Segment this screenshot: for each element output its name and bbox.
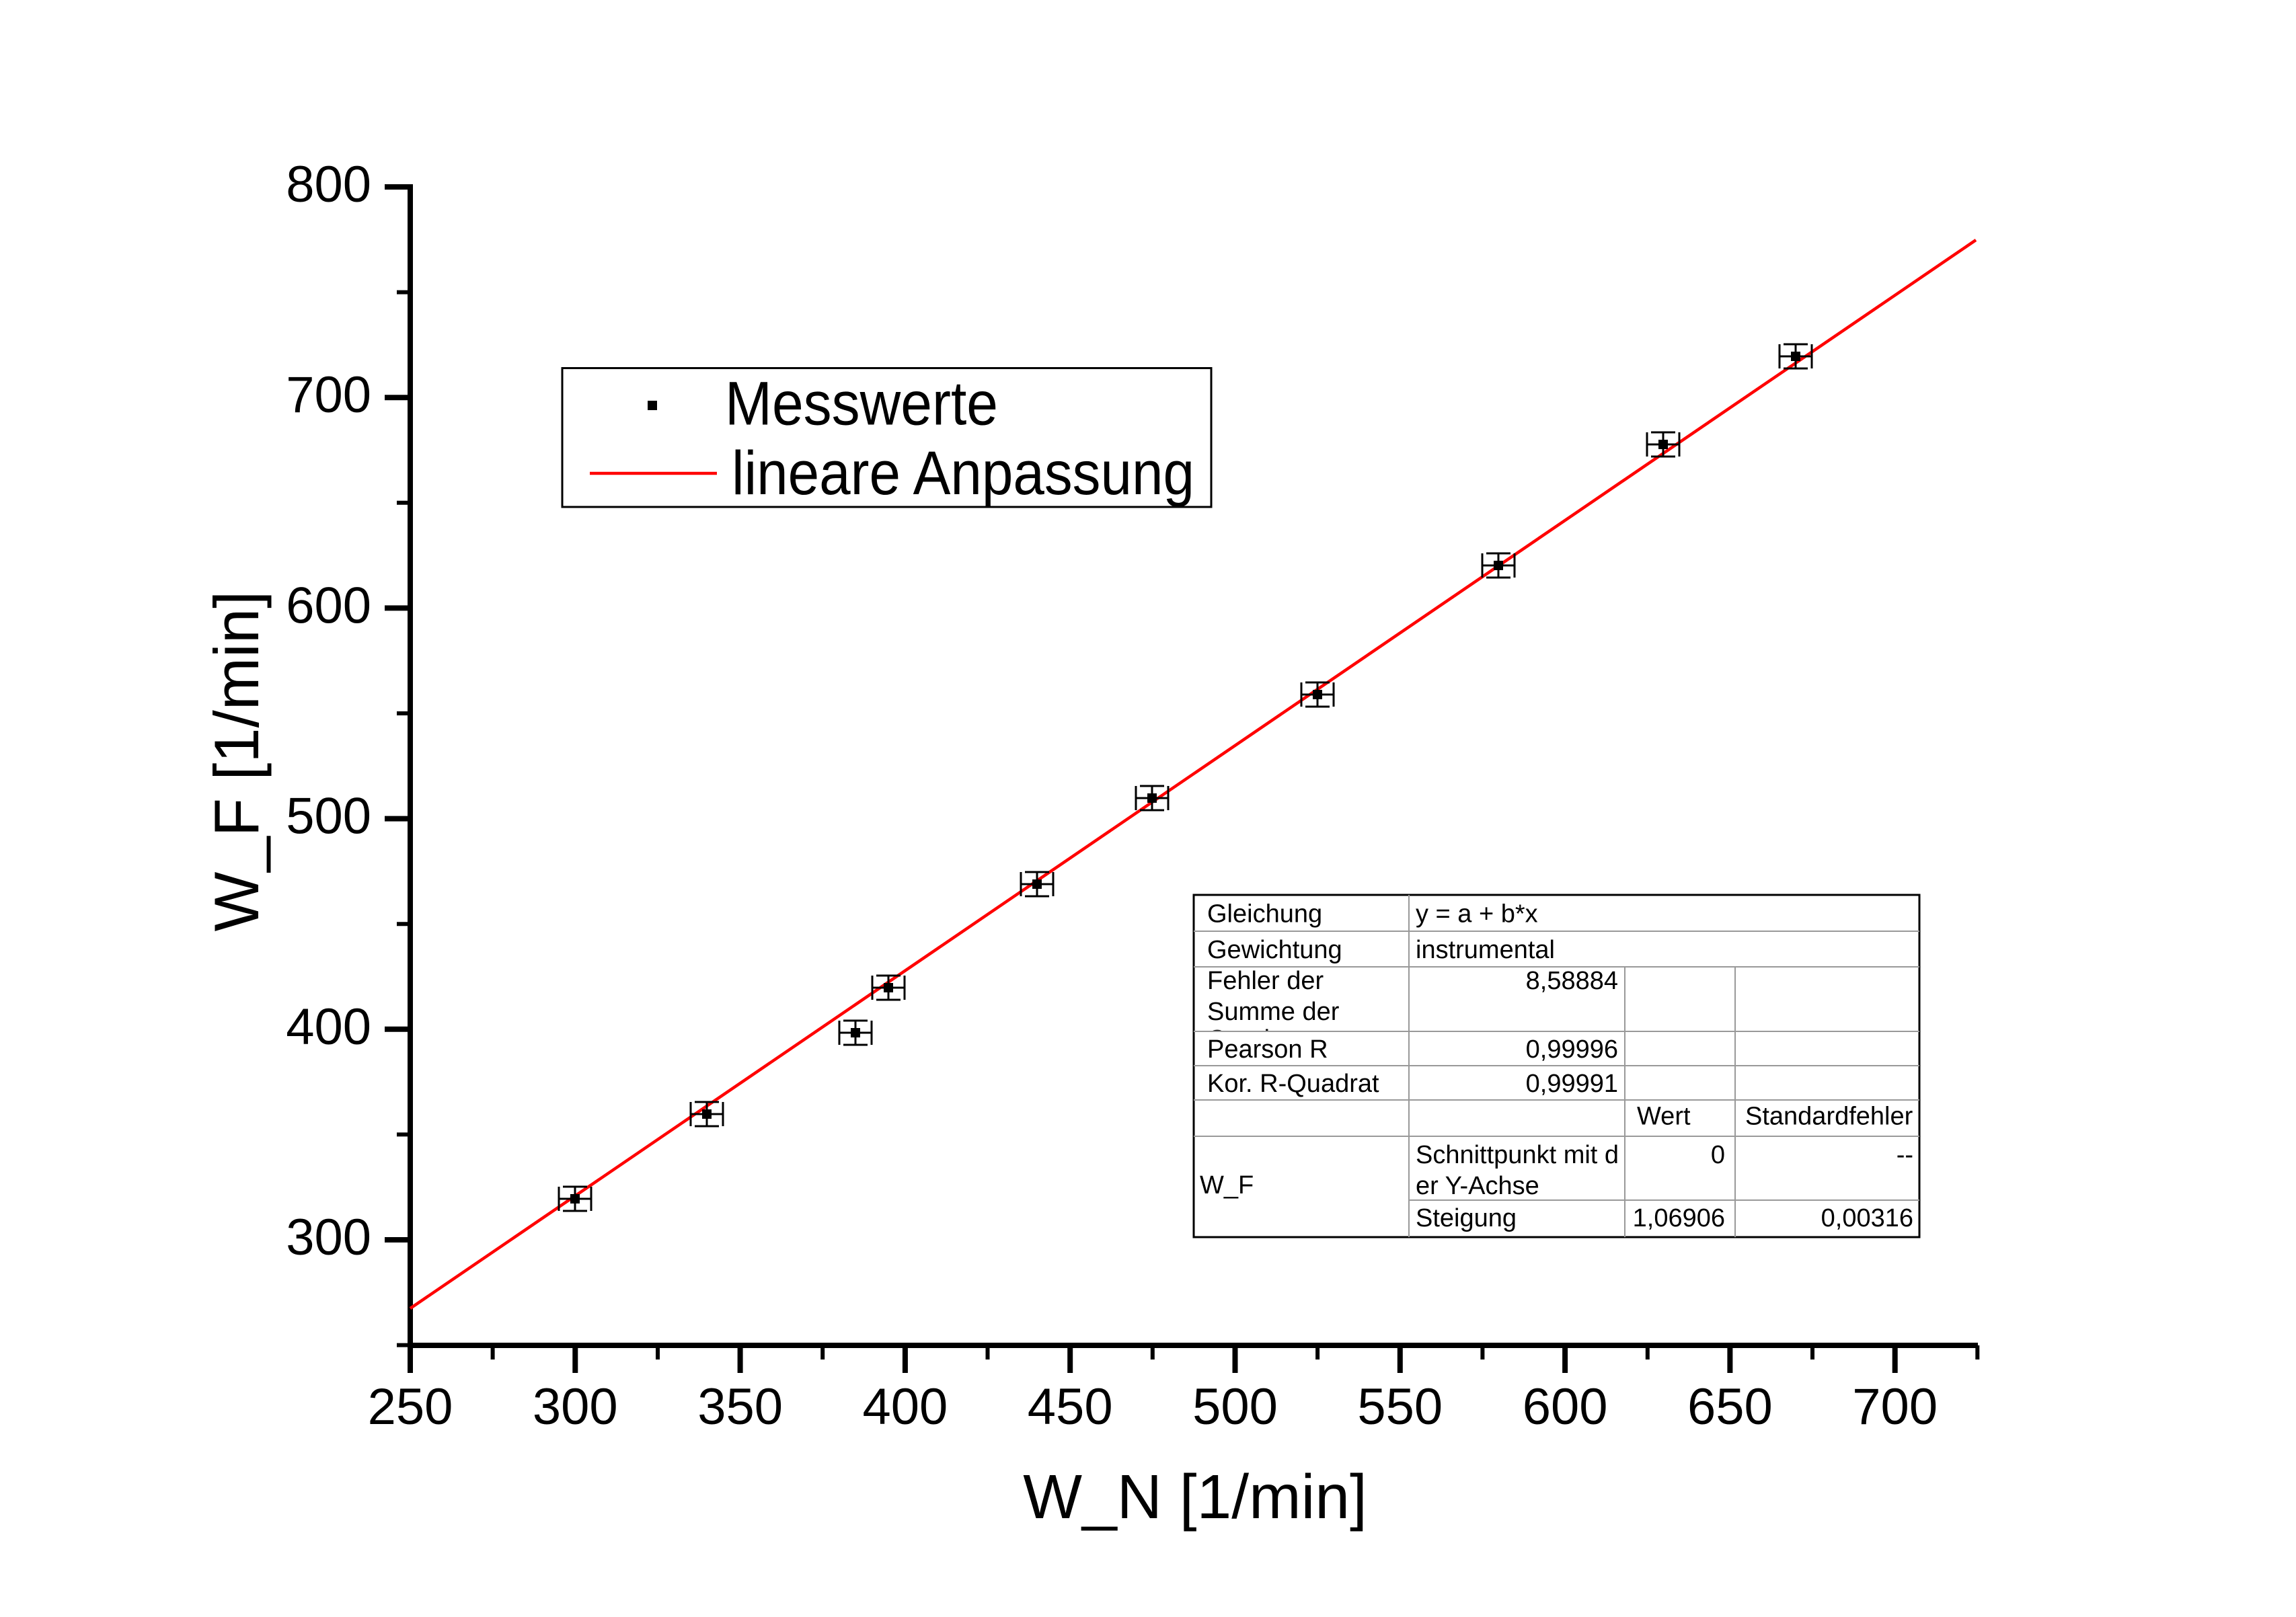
svg-text:0,00316: 0,00316	[1821, 1204, 1913, 1232]
svg-text:300: 300	[533, 1378, 618, 1435]
svg-text:450: 450	[1028, 1378, 1113, 1435]
svg-text:0: 0	[1711, 1141, 1725, 1169]
svg-text:Standardfehler: Standardfehler	[1745, 1103, 1913, 1131]
svg-text:1,06906: 1,06906	[1633, 1204, 1725, 1232]
svg-text:400: 400	[286, 998, 371, 1056]
svg-text:700: 700	[1852, 1378, 1938, 1435]
svg-text:W_N [1/min]: W_N [1/min]	[1023, 1462, 1367, 1532]
svg-text:W_F: W_F	[1200, 1171, 1254, 1199]
svg-text:lineare Anpassung: lineare Anpassung	[732, 439, 1194, 508]
svg-text:800: 800	[286, 156, 371, 213]
svg-text:Gleichung: Gleichung	[1207, 900, 1322, 929]
svg-text:W_F [1/min]: W_F [1/min]	[201, 591, 272, 932]
svg-text:0,99991: 0,99991	[1526, 1070, 1618, 1098]
svg-text:Steigung: Steigung	[1416, 1204, 1517, 1232]
svg-text:700: 700	[286, 366, 371, 424]
svg-text:500: 500	[286, 788, 371, 845]
svg-text:Schnittpunkt mit d: Schnittpunkt mit d	[1416, 1141, 1619, 1169]
svg-text:Wert: Wert	[1637, 1103, 1691, 1131]
svg-text:8,58884: 8,58884	[1526, 967, 1618, 995]
svg-text:650: 650	[1687, 1378, 1773, 1435]
svg-text:0,99996: 0,99996	[1526, 1035, 1618, 1064]
svg-text:--: --	[1897, 1141, 1913, 1169]
svg-text:400: 400	[862, 1378, 948, 1435]
svg-text:instrumental: instrumental	[1416, 936, 1555, 964]
svg-text:Messwerte: Messwerte	[725, 370, 998, 438]
svg-text:Pearson R: Pearson R	[1207, 1035, 1328, 1064]
svg-text:250: 250	[368, 1378, 453, 1435]
svg-text:Gewichtung: Gewichtung	[1207, 936, 1342, 964]
svg-text:300: 300	[286, 1209, 371, 1266]
svg-text:er Y-Achse: er Y-Achse	[1416, 1172, 1539, 1200]
svg-text:350: 350	[697, 1378, 783, 1435]
svg-text:500: 500	[1192, 1378, 1278, 1435]
svg-text:Summe der: Summe der	[1207, 998, 1340, 1026]
svg-text:550: 550	[1357, 1378, 1443, 1435]
svg-text:600: 600	[1523, 1378, 1608, 1435]
svg-text:y = a + b*x: y = a + b*x	[1416, 900, 1538, 929]
svg-text:Quadrate: Quadrate	[1207, 1025, 1313, 1054]
svg-text:Fehler der: Fehler der	[1207, 967, 1324, 995]
svg-text:600: 600	[286, 577, 371, 634]
svg-text:Kor. R-Quadrat: Kor. R-Quadrat	[1207, 1070, 1379, 1098]
